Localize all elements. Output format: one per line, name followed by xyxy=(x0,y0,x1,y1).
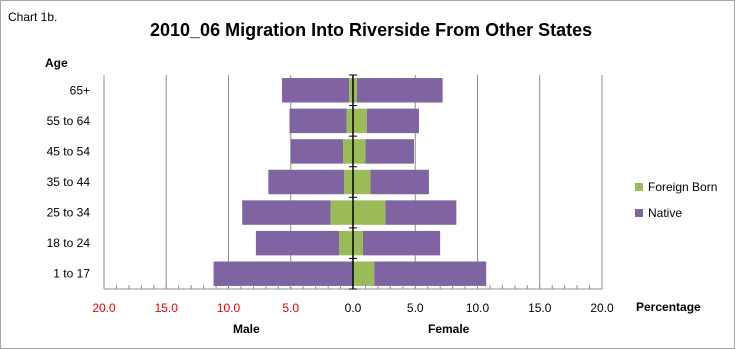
bar-foreign-born-male xyxy=(339,230,353,256)
bar-native-male xyxy=(255,230,340,256)
bar-foreign-born-female xyxy=(353,108,367,134)
legend-item-foreign-born: Foreign Born xyxy=(635,174,717,200)
category-label: 45 to 54 xyxy=(47,144,91,158)
x-tick-label: 10.0 xyxy=(466,301,490,315)
bar-foreign-born-male xyxy=(330,200,353,225)
x-tick-label: 0.0 xyxy=(345,301,362,315)
bar-foreign-born-female xyxy=(353,139,366,164)
legend-swatch-foreign-born xyxy=(635,183,643,191)
bar-native-female xyxy=(370,169,429,195)
male-label: Male xyxy=(233,322,260,336)
y-axis-title: Age xyxy=(45,56,68,70)
bar-foreign-born-female xyxy=(353,78,357,103)
x-tick-label: 10.0 xyxy=(217,301,241,315)
legend-label-native: Native xyxy=(648,206,683,220)
bar-native-male xyxy=(242,200,331,225)
bar-foreign-born-female xyxy=(353,230,363,256)
female-label: Female xyxy=(428,322,470,336)
bar-foreign-born-male xyxy=(346,108,353,134)
x-tick-label: 20.0 xyxy=(590,301,614,315)
bar-foreign-born-female xyxy=(353,261,375,286)
bar-foreign-born-female xyxy=(353,200,386,225)
bar-native-female xyxy=(385,200,457,225)
legend-swatch-native xyxy=(635,209,643,217)
bar-native-female xyxy=(365,139,415,164)
x-axis-title: Percentage xyxy=(636,300,701,314)
category-label: 55 to 64 xyxy=(47,114,91,128)
x-tick-label: 15.0 xyxy=(155,301,179,315)
bar-native-male xyxy=(268,169,345,195)
bar-native-male xyxy=(213,261,353,286)
x-tick-label: 20.0 xyxy=(92,301,116,315)
bar-foreign-born-male xyxy=(343,139,353,164)
bar-foreign-born-female xyxy=(353,169,371,195)
bar-native-female xyxy=(366,108,419,134)
bar-foreign-born-male xyxy=(344,169,353,195)
bar-native-female xyxy=(374,261,487,286)
category-label: 65+ xyxy=(70,83,90,97)
category-label: 35 to 44 xyxy=(47,175,91,189)
bar-native-male xyxy=(290,139,344,164)
category-label: 1 to 17 xyxy=(53,267,90,281)
category-label: 25 to 34 xyxy=(47,206,91,220)
bar-foreign-born-male xyxy=(349,78,353,103)
legend-label-foreign-born: Foreign Born xyxy=(648,180,718,194)
x-tick-label: 5.0 xyxy=(282,301,299,315)
x-tick-label: 5.0 xyxy=(407,301,424,315)
bar-native-female xyxy=(362,230,441,256)
legend: Foreign Born Native xyxy=(635,174,717,226)
chart-label: Chart 1b. xyxy=(8,10,58,24)
bar-native-male xyxy=(289,108,347,134)
bar-native-female xyxy=(356,78,443,103)
category-label: 18 to 24 xyxy=(47,236,91,250)
x-tick-label: 15.0 xyxy=(528,301,552,315)
bar-native-male xyxy=(282,78,350,103)
legend-item-native: Native xyxy=(635,200,717,226)
chart-title: 2010_06 Migration Into Riverside From Ot… xyxy=(150,20,593,40)
